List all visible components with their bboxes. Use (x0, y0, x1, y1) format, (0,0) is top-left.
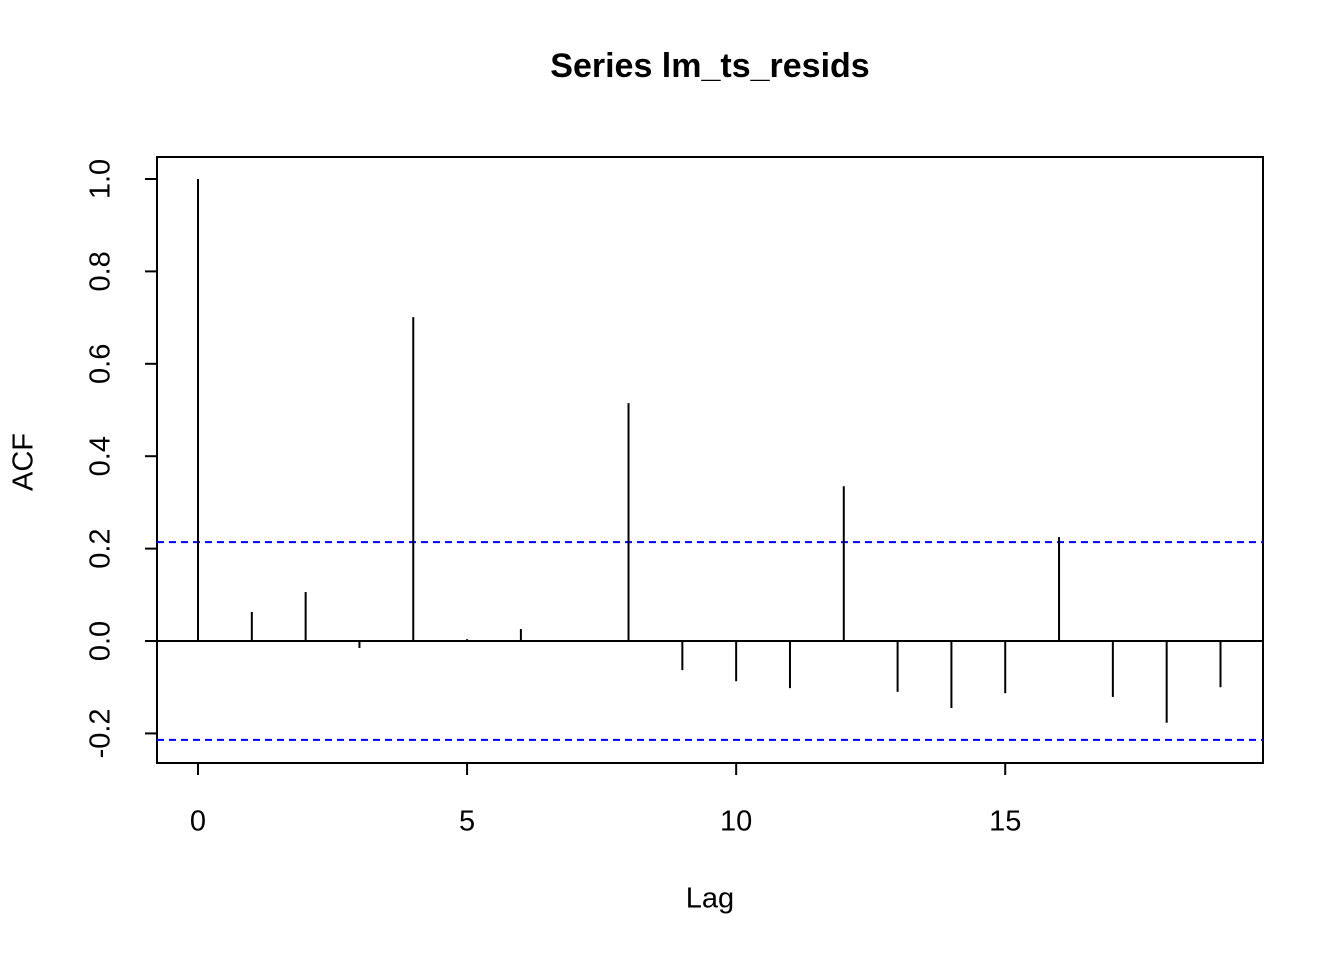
plot-frame (156, 156, 1264, 764)
y-tick-label: -0.2 (85, 708, 117, 758)
x-axis-label: Lag (686, 883, 734, 915)
y-tick-label: 0.0 (85, 621, 117, 661)
chart-title: Series lm_ts_resids (550, 47, 869, 85)
y-tick-label: 0.8 (85, 251, 117, 291)
x-tick-label: 0 (190, 806, 206, 838)
y-tick-label: 1.0 (85, 159, 117, 199)
y-tick-label: 0.2 (85, 528, 117, 568)
y-tick-label: 0.6 (85, 344, 117, 384)
x-tick-label: 5 (459, 806, 475, 838)
x-tick-label: 10 (720, 806, 752, 838)
y-axis-label: ACF (8, 433, 40, 491)
y-tick-label: 0.4 (85, 436, 117, 476)
x-tick-label: 15 (989, 806, 1021, 838)
